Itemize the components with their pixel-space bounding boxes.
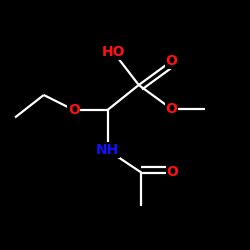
Text: O: O [166,166,178,179]
Text: O: O [165,54,177,68]
Text: O: O [165,102,177,116]
Text: NH: NH [96,143,119,157]
Text: HO: HO [102,46,126,60]
Text: O: O [68,103,80,117]
